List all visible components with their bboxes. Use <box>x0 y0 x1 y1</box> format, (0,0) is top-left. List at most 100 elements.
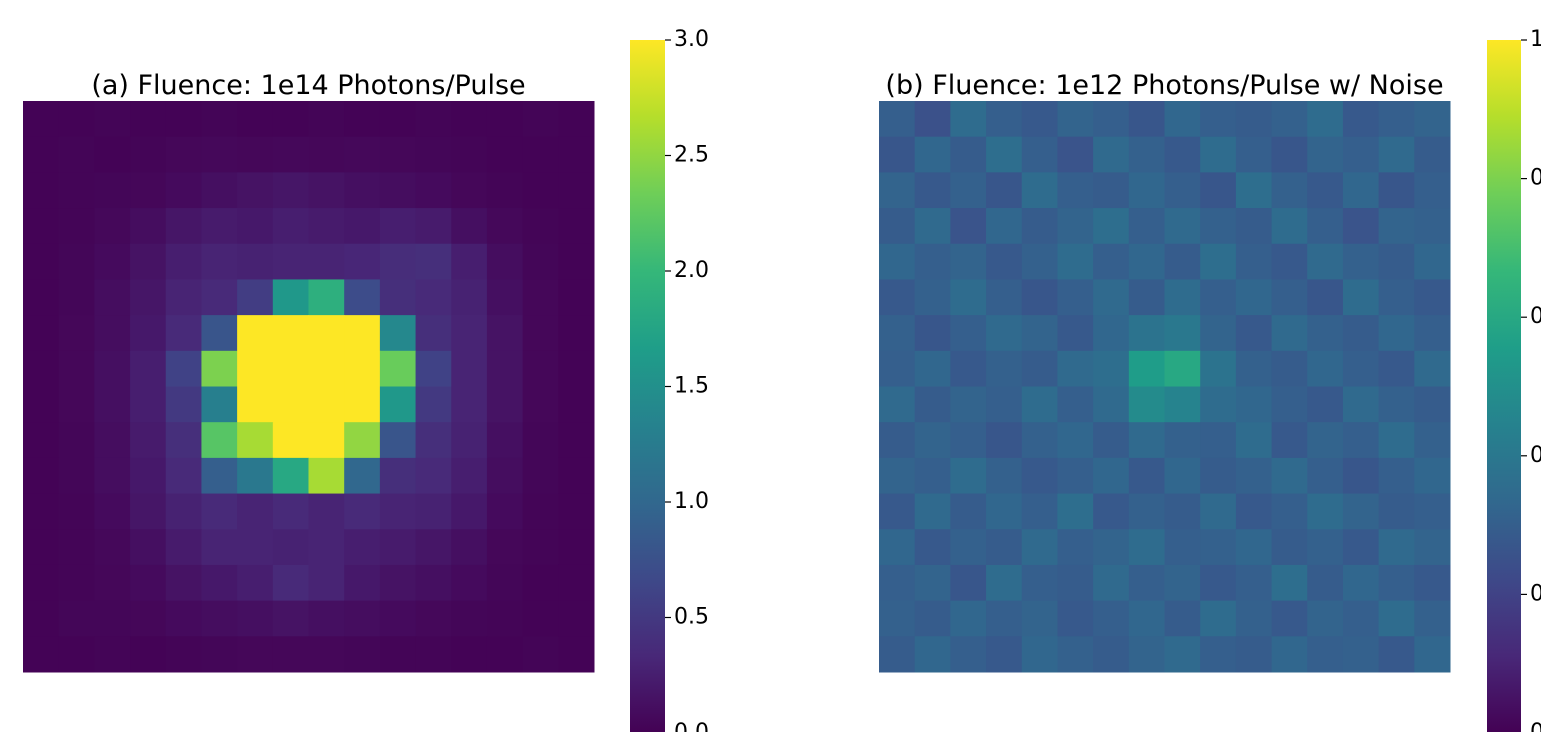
heatmap-cell <box>94 493 131 530</box>
heatmap-cell <box>986 386 1023 423</box>
heatmap-cell <box>415 136 452 173</box>
heatmap-cell <box>914 315 951 352</box>
heatmap-cell <box>1235 600 1273 637</box>
heatmap-cell <box>558 636 595 673</box>
heatmap-cell <box>1414 172 1451 209</box>
heatmap-cell <box>1307 279 1344 316</box>
heatmap-cell <box>1414 208 1451 245</box>
heatmap-cell <box>486 529 524 566</box>
heatmap-cell <box>379 172 417 209</box>
heatmap-cell <box>1271 386 1308 423</box>
heatmap-cell <box>1021 350 1058 387</box>
heatmap-cell <box>1164 315 1201 352</box>
heatmap-cell <box>415 457 452 495</box>
heatmap-cell <box>986 136 1023 173</box>
heatmap-cell <box>201 564 238 602</box>
heatmap-cell <box>1307 350 1344 387</box>
heatmap-cell <box>130 136 167 173</box>
heatmap-cell <box>130 529 167 566</box>
heatmap-cell <box>486 279 524 316</box>
heatmap-cell <box>1235 529 1273 566</box>
heatmap-cell <box>914 172 951 209</box>
heatmap-cell <box>165 564 202 602</box>
heatmap-cell <box>1307 457 1344 495</box>
heatmap-cell <box>201 315 238 352</box>
heatmap-cell <box>950 457 987 495</box>
heatmap-cell <box>879 564 916 602</box>
heatmap-cell <box>522 315 559 352</box>
heatmap-cell <box>879 350 916 387</box>
heatmap-cell <box>1093 136 1130 173</box>
heatmap-cell <box>1235 136 1273 173</box>
heatmap-cell <box>986 600 1023 637</box>
colorbar-tick-label: 1.0 <box>1530 27 1541 52</box>
heatmap-cell <box>344 386 381 423</box>
heatmap-cell <box>1093 243 1130 280</box>
heatmap-cell <box>308 136 345 173</box>
heatmap-cell <box>1200 457 1237 495</box>
heatmap-cell <box>23 600 60 637</box>
heatmap-cell <box>950 350 987 387</box>
heatmap-cell <box>415 208 452 245</box>
heatmap-cell <box>237 208 274 245</box>
heatmap-cell <box>237 564 274 602</box>
heatmap-cell <box>1200 600 1237 637</box>
heatmap-cell <box>379 600 417 637</box>
heatmap-cell <box>1093 208 1130 245</box>
heatmap-cell <box>1342 350 1380 387</box>
heatmap-cell <box>1414 136 1451 173</box>
heatmap-cell <box>950 386 987 423</box>
heatmap-cell <box>1342 101 1380 138</box>
heatmap-cell <box>558 350 595 387</box>
heatmap-cell <box>272 529 309 566</box>
heatmap-cell <box>522 208 559 245</box>
heatmap-cell <box>1057 422 1094 459</box>
heatmap-cell <box>308 386 345 423</box>
heatmap-cell <box>879 636 916 673</box>
heatmap-cell <box>1128 564 1165 602</box>
heatmap-cell <box>986 172 1023 209</box>
heatmap-cell <box>1200 529 1237 566</box>
heatmap-cell <box>1235 350 1273 387</box>
heatmap-cell <box>415 493 452 530</box>
heatmap-cell <box>23 315 60 352</box>
heatmap-cell <box>415 636 452 673</box>
heatmap-cell <box>1021 386 1058 423</box>
heatmap-cell <box>379 386 417 423</box>
heatmap-cell <box>522 529 559 566</box>
heatmap-cell <box>1271 529 1308 566</box>
heatmap-cell <box>58 600 95 637</box>
heatmap-cell <box>237 243 274 280</box>
heatmap-cell <box>1200 279 1237 316</box>
colorbar-tick-label: 1.5 <box>674 374 709 399</box>
heatmap-cell <box>237 636 274 673</box>
heatmap-cell <box>94 600 131 637</box>
heatmap-cell <box>58 208 95 245</box>
heatmap-cell <box>272 600 309 637</box>
heatmap-cell <box>558 315 595 352</box>
heatmap-cell <box>914 136 951 173</box>
heatmap-cell <box>1342 493 1380 530</box>
heatmap-cell <box>522 386 559 423</box>
heatmap-cell <box>94 350 131 387</box>
heatmap-cell <box>522 600 559 637</box>
heatmap-cell <box>1235 564 1273 602</box>
heatmap-cell <box>1164 350 1201 387</box>
heatmap-cell <box>58 636 95 673</box>
heatmap-cell <box>1378 600 1415 637</box>
heatmap-cell <box>58 243 95 280</box>
heatmap-cell <box>58 386 95 423</box>
heatmap-cell <box>1021 529 1058 566</box>
heatmap-cell <box>1164 422 1201 459</box>
heatmap-cell <box>1093 493 1130 530</box>
heatmap-cell <box>486 386 524 423</box>
heatmap-cell <box>23 386 60 423</box>
colorbar-tick-label: 0.0 <box>674 720 709 732</box>
heatmap-cell <box>379 422 417 459</box>
heatmap-cell <box>1057 350 1094 387</box>
heatmap-cell <box>1021 172 1058 209</box>
heatmap-cell <box>1164 600 1201 637</box>
heatmap-cell <box>165 172 202 209</box>
heatmap-cell <box>58 564 95 602</box>
heatmap-cell <box>986 208 1023 245</box>
